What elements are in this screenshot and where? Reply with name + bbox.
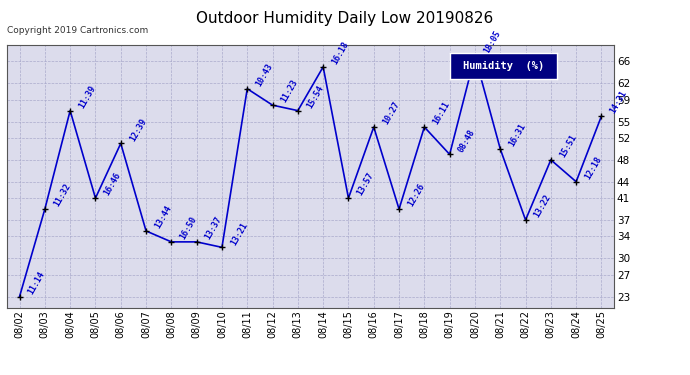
Text: 13:37: 13:37 <box>204 215 224 241</box>
Text: 16:46: 16:46 <box>102 171 123 197</box>
Text: 15:54: 15:54 <box>305 84 325 110</box>
Text: 18:05: 18:05 <box>482 29 502 55</box>
Text: 13:21: 13:21 <box>229 220 249 247</box>
Text: Outdoor Humidity Daily Low 20190826: Outdoor Humidity Daily Low 20190826 <box>197 11 493 26</box>
Text: 11:39: 11:39 <box>77 84 97 110</box>
Text: Copyright 2019 Cartronics.com: Copyright 2019 Cartronics.com <box>7 26 148 35</box>
Text: 15:51: 15:51 <box>558 133 578 159</box>
Text: 13:57: 13:57 <box>355 171 375 197</box>
Text: 12:26: 12:26 <box>406 182 426 208</box>
Text: 13:22: 13:22 <box>533 193 553 219</box>
Text: 14:31: 14:31 <box>609 89 629 116</box>
Text: 16:11: 16:11 <box>431 100 451 126</box>
Text: 16:50: 16:50 <box>178 215 199 241</box>
Text: 11:14: 11:14 <box>26 270 47 296</box>
Text: 12:39: 12:39 <box>128 117 148 142</box>
Text: 11:23: 11:23 <box>279 78 299 104</box>
Text: 08:48: 08:48 <box>457 128 477 154</box>
Text: 16:18: 16:18 <box>330 40 351 66</box>
Text: 10:27: 10:27 <box>381 100 401 126</box>
Text: 13:44: 13:44 <box>153 204 173 230</box>
Text: Humidity  (%): Humidity (%) <box>463 61 544 71</box>
Text: 11:32: 11:32 <box>52 182 72 208</box>
Text: 10:43: 10:43 <box>254 62 275 88</box>
Text: 16:31: 16:31 <box>507 122 527 148</box>
Text: 12:18: 12:18 <box>583 155 603 181</box>
